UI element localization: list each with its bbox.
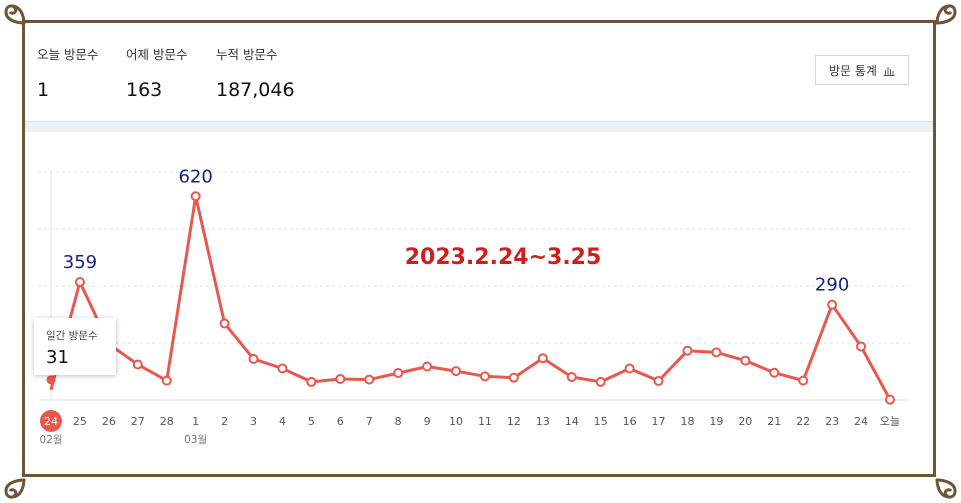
data-point [277,363,288,374]
data-point [711,347,722,358]
stat-yesterday: 어제 방문수 163 [126,44,187,101]
data-point [653,375,664,386]
stat-total: 누적 방문수 187,046 [216,44,295,101]
x-tick-label: 2 [221,415,228,428]
data-point [422,361,433,372]
x-tick-label: 18 [680,415,694,428]
data-point [595,376,606,387]
x-tick-label: 25 [73,415,87,428]
x-tick-label: 5 [308,415,315,428]
stat-total-value: 187,046 [216,79,295,101]
data-point [306,376,317,387]
value-annotation: 359 [63,252,97,273]
data-point [393,368,404,379]
x-tick-label: 22 [796,415,810,428]
x-tick-label: 27 [131,415,145,428]
selected-tick-badge [40,410,62,432]
stat-yesterday-label: 어제 방문수 [126,47,188,62]
data-point [884,394,895,405]
visitor-series-line [49,194,892,401]
x-tick-label: 23 [825,415,839,428]
stat-total-label: 누적 방문수 [216,47,278,62]
data-point [682,345,693,356]
x-tick-label: 4 [279,415,286,428]
stat-today-label: 오늘 방문수 [37,47,99,62]
x-tick-label: 12 [507,415,521,428]
x-tick-label: 15 [594,415,608,428]
tooltip-label: 일간 방문수 [46,330,98,342]
stat-yesterday-value: 163 [126,79,163,101]
decorative-frame [22,20,936,477]
data-point [827,299,838,310]
x-tick-label: 24 [44,415,58,428]
date-range-annotation: 2023.2.24~3.25 [405,245,602,270]
stat-today: 오늘 방문수 1 [37,44,98,101]
data-point [769,367,780,378]
data-point [335,373,346,384]
divider-band [25,121,933,132]
x-tick-label: 17 [652,415,666,428]
month-label: 03월 [184,434,207,446]
tooltip-value: 31 [46,347,69,368]
x-tick-label: 3 [250,415,257,428]
x-tick-label: 10 [449,415,463,428]
corner-curl-top-left-icon [4,4,26,25]
visit-stats-button[interactable]: 방문 통계 [815,55,909,85]
x-tick-label: 16 [623,415,637,428]
x-tick-label: 20 [738,415,752,428]
data-point [451,366,462,377]
x-tick-label: 1 [192,415,199,428]
month-label: 02월 [39,434,62,446]
stat-today-value: 1 [37,79,50,101]
bar-chart-icon [883,66,895,76]
x-tick-label: 26 [102,415,116,428]
data-point [479,371,490,382]
data-point [856,341,867,352]
data-point [508,372,519,383]
data-point [190,191,201,202]
x-tick-label: 8 [395,415,402,428]
daily-visit-tooltip: 일간 방문수 31 [34,318,116,375]
x-tick-label: 6 [337,415,344,428]
x-tick-label: 7 [366,415,373,428]
value-annotation: 290 [815,275,849,296]
x-tick-label: 28 [160,415,174,428]
corner-curl-top-right-icon [935,4,957,25]
x-tick-label: 19 [709,415,723,428]
x-tick-label: 11 [478,415,492,428]
data-point [219,318,230,329]
corner-curl-bottom-right-icon [935,478,957,499]
data-point-selected [46,375,56,385]
visit-stats-button-label: 방문 통계 [829,63,877,78]
x-tick-label: 24 [854,415,868,428]
data-point [364,374,375,385]
x-tick-label: 14 [565,415,579,428]
x-tick-label: 9 [424,415,431,428]
value-annotation: 620 [178,166,212,187]
data-point [624,363,635,374]
data-point [740,355,751,366]
data-point [798,375,809,386]
corner-curl-bottom-left-icon [4,478,26,499]
data-point [132,359,143,370]
data-point [566,372,577,382]
data-point [74,277,85,288]
data-point [248,353,259,364]
x-tick-label: 13 [536,415,550,428]
data-point [537,353,548,364]
x-tick-label: 오늘 [880,415,900,428]
data-point [161,375,172,386]
x-tick-label: 21 [767,415,781,428]
